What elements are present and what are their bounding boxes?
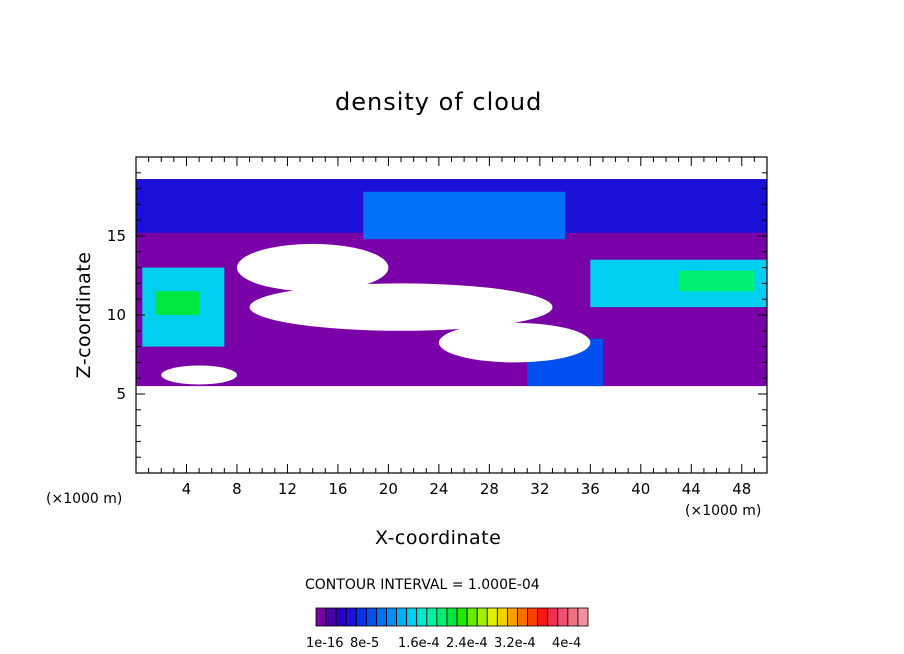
colorbar-swatch	[396, 607, 408, 627]
colorbar-swatch	[416, 607, 428, 627]
colorbar-swatch	[496, 607, 508, 627]
colorbar-swatch	[486, 607, 498, 627]
density-region-2	[363, 191, 566, 240]
colorbar-label: 2.4e-4	[446, 636, 488, 651]
cloud-free-gap-0	[236, 243, 389, 292]
chart-title: density of cloud	[335, 88, 543, 116]
cloud-free-gap-1	[249, 283, 553, 331]
colorbar-swatch	[406, 607, 418, 627]
colorbar-swatch	[567, 607, 579, 627]
colorbar-swatch	[355, 607, 367, 627]
x-tick-label: 8	[232, 480, 242, 498]
colorbar-label: 1e-16	[306, 636, 344, 651]
x-tick-label: 44	[682, 480, 701, 498]
colorbar-swatch	[335, 607, 347, 627]
colorbar-swatch	[365, 607, 377, 627]
x-tick-label: 48	[732, 480, 751, 498]
colorbar-swatch	[426, 607, 438, 627]
x-tick-label: 32	[530, 480, 549, 498]
y-axis-label: Z-coordinate	[73, 251, 95, 379]
colorbar-label: 1.6e-4	[398, 636, 440, 651]
colorbar-swatch	[436, 607, 448, 627]
colorbar-swatch	[547, 607, 559, 627]
colorbar-swatch	[557, 607, 569, 627]
colorbar-label: 3.2e-4	[494, 636, 536, 651]
colorbar-swatch	[325, 607, 337, 627]
x-tick-label: 12	[278, 480, 297, 498]
density-region-6	[678, 270, 755, 292]
cloud-free-gap-2	[438, 322, 591, 363]
colorbar-swatch	[466, 607, 478, 627]
x-axis-unit: (×1000 m)	[685, 503, 762, 519]
colorbar-label: 4e-4	[552, 636, 581, 651]
x-tick-label: 4	[182, 480, 192, 498]
colorbar-swatch	[315, 607, 327, 627]
x-tick-label: 40	[631, 480, 650, 498]
colorbar-swatch	[476, 607, 488, 627]
colorbar-swatch	[376, 607, 387, 627]
y-tick-label: 5	[116, 385, 126, 403]
colorbar-label: 8e-5	[350, 636, 379, 651]
colorbar-swatch	[537, 607, 549, 627]
colorbar-swatch	[507, 607, 518, 627]
x-tick-label: 16	[328, 480, 347, 498]
colorbar-swatch	[345, 607, 357, 627]
colorbar-swatch	[446, 607, 458, 627]
contour-interval-text: CONTOUR INTERVAL = 1.000E-04	[305, 577, 540, 593]
x-tick-label: 20	[379, 480, 398, 498]
colorbar-swatch	[456, 607, 468, 627]
colorbar-swatch	[527, 607, 539, 627]
colorbar-swatch	[386, 607, 397, 627]
y-axis-unit: (×1000 m)	[46, 491, 123, 507]
x-axis-label: X-coordinate	[375, 527, 502, 549]
colorbar-swatch	[517, 607, 528, 627]
x-tick-label: 24	[429, 480, 448, 498]
density-region-4	[154, 291, 200, 315]
x-tick-label: 28	[480, 480, 499, 498]
cloud-free-gap-3	[161, 365, 237, 385]
y-tick-label: 10	[107, 306, 126, 324]
colorbar-swatch	[577, 607, 589, 627]
y-tick-label: 15	[107, 227, 126, 245]
x-tick-label: 36	[581, 480, 600, 498]
